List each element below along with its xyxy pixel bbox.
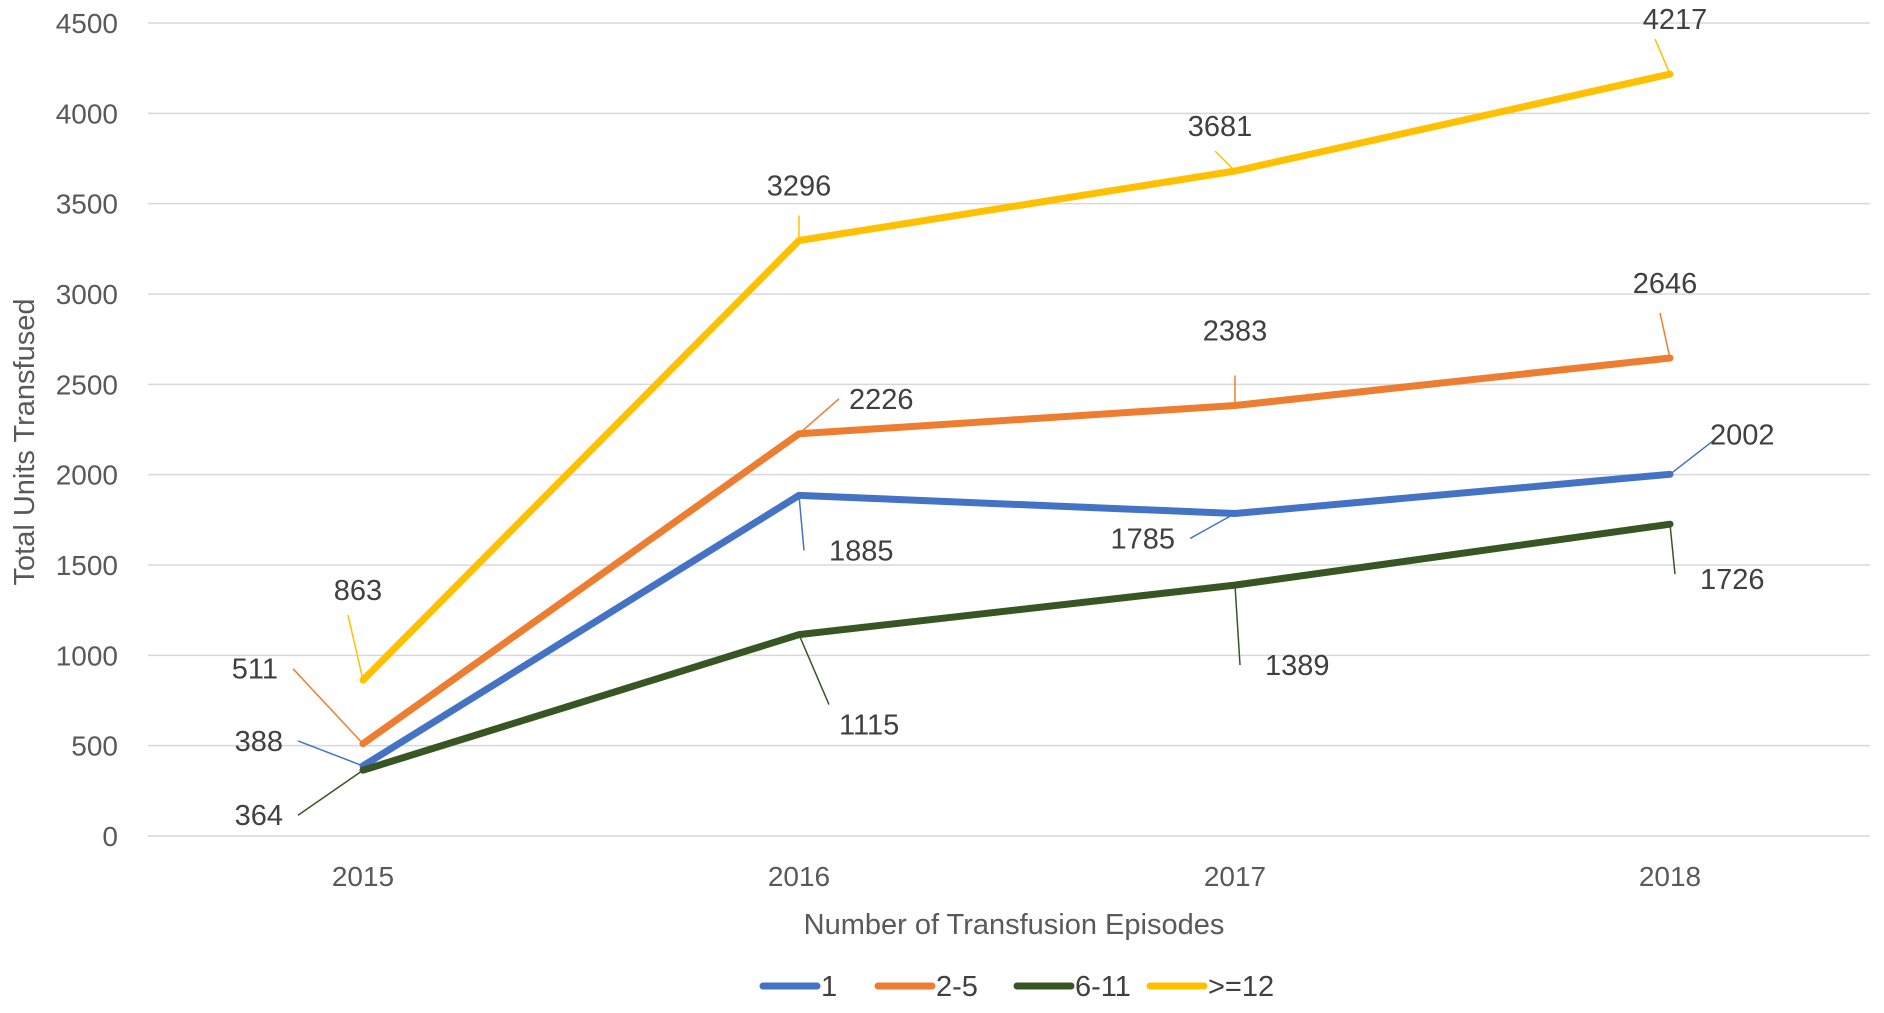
legend-label: 6-11 [1075,971,1131,1003]
data-label: 2226 [849,384,914,416]
data-label: 1389 [1265,650,1330,682]
data-label: 1115 [839,710,899,742]
y-tick-label: 500 [71,731,118,762]
y-axis-ticks: 0 500 1000 1500 2000 2500 3000 3500 4000 4500 [56,8,118,852]
legend-label: 1 [821,971,837,1003]
data-label: 511 [232,654,278,686]
data-labels: 388 1885 1785 2002 511 2226 2383 2646 364 1115 138… [232,4,1775,832]
y-tick-label: 1500 [56,550,118,581]
data-label-leader [798,398,840,435]
data-label: 1726 [1700,564,1765,596]
data-label: 388 [235,726,283,758]
data-label-leader [297,740,364,767]
data-label-leader [292,668,364,745]
series-line-0 [359,470,1674,770]
data-label: 3681 [1188,111,1253,143]
x-tick-label: 2016 [768,861,830,892]
x-tick-label: 2018 [1639,861,1701,892]
y-tick-label: 0 [102,821,118,852]
x-tick-label: 2015 [332,861,394,892]
data-label-leader [1669,438,1716,475]
data-label-leader [1234,585,1241,666]
data-label: 2002 [1710,419,1775,451]
data-label-leader [798,495,805,551]
data-label-leader [1214,150,1236,172]
x-tick-label: 2017 [1204,861,1266,892]
y-tick-label: 3500 [56,189,118,220]
data-label: 1885 [829,535,894,567]
y-tick-label: 2000 [56,460,118,491]
x-axis-ticks: 2015 2016 2017 2018 [332,861,1701,892]
data-label-leader [347,614,364,681]
data-label-leader [297,769,364,816]
series-lines [359,70,1674,774]
y-tick-label: 4000 [56,98,118,129]
data-label: 3296 [767,171,832,203]
data-label-leader [798,634,830,705]
data-label: 364 [235,800,283,832]
legend-label: >=12 [1208,971,1274,1003]
data-label: 2383 [1203,315,1268,347]
y-axis-title: Total Units Transfused [9,299,41,586]
y-tick-label: 2500 [56,369,118,400]
y-tick-label: 3000 [56,279,118,310]
series-line-1 [359,354,1674,748]
data-label: 2646 [1633,268,1698,300]
legend-label: 2-5 [936,971,978,1003]
x-axis-title: Number of Transfusion Episodes [804,909,1225,941]
data-label-leader [1659,312,1671,359]
y-tick-label: 1000 [56,640,118,671]
data-label-leader [1654,38,1671,75]
legend: 1 2-5 6-11 >=12 [759,971,1274,1003]
data-label: 863 [334,575,382,607]
data-label-leader [1189,512,1236,540]
data-label-leader [1669,524,1676,575]
series-line-2 [359,520,1674,774]
data-label: 1785 [1110,524,1175,556]
data-label: 4217 [1643,4,1708,36]
y-tick-label: 4500 [56,8,118,39]
series-line-3 [359,70,1674,684]
